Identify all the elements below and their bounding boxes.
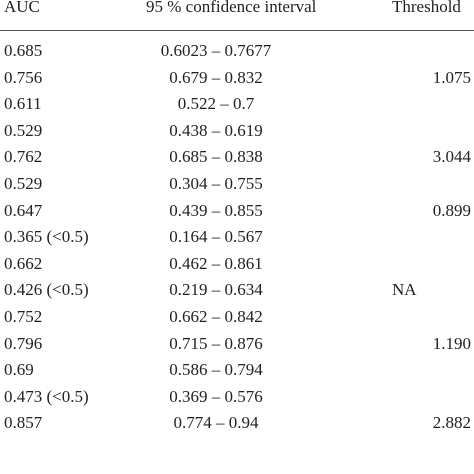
table-row: 0.473 (<0.5) 0.369 – 0.576	[0, 382, 474, 409]
confidence-interval-cell: 0.679 – 0.832	[169, 67, 263, 87]
auc-cell: 0.529	[4, 120, 43, 140]
table-row: 0.647 0.439 – 0.855 0.899	[0, 196, 474, 223]
confidence-interval-cell: 0.304 – 0.755	[169, 173, 263, 193]
confidence-interval-cell: 0.662 – 0.842	[169, 306, 263, 326]
table-row: 0.796 0.715 – 0.876 1.190	[0, 329, 474, 356]
auc-cell: 0.365 (<0.5)	[4, 227, 89, 247]
threshold-cell: 0.899	[432, 200, 471, 220]
confidence-interval-cell: 0.462 – 0.861	[169, 253, 263, 273]
confidence-interval-cell: 0.6023 – 0.7677	[160, 41, 272, 60]
confidence-interval-cell: 0.439 – 0.855	[169, 200, 263, 220]
confidence-interval-cell: 0.438 – 0.619	[169, 120, 263, 140]
auc-cell: 0.69	[4, 360, 34, 380]
auc-cell: 0.426 (<0.5)	[4, 280, 89, 300]
auc-cell: 0.762	[4, 147, 43, 167]
table-row: 0.611 0.522 – 0.7	[0, 89, 474, 116]
confidence-interval-cell: 0.715 – 0.876	[169, 333, 263, 353]
confidence-interval-cell: 0.774 – 0.94	[173, 413, 259, 433]
confidence-interval-cell: 0.219 – 0.634	[169, 280, 263, 300]
table-row: 0.756 0.679 – 0.832 1.075	[0, 63, 474, 90]
threshold-cell: 2.882	[432, 413, 471, 433]
table-body: 0.685 0.6023 – 0.7677 0.756 0.679 – 0.832 1.…	[0, 36, 474, 435]
threshold-cell: 1.190	[432, 333, 471, 353]
table-row: 0.529 0.438 – 0.619	[0, 116, 474, 143]
auc-cell: 0.756	[4, 67, 43, 87]
table-row: 0.529 0.304 – 0.755	[0, 169, 474, 196]
confidence-interval-cell: 0.164 – 0.567	[169, 227, 263, 247]
confidence-interval-cell: 0.685 – 0.838	[169, 147, 263, 167]
auc-cell: 0.685	[4, 41, 43, 60]
auc-cell: 0.752	[4, 306, 43, 326]
header-confidence-interval: 95 % confidence interval	[146, 0, 317, 16]
auc-cell: 0.647	[4, 200, 43, 220]
header-auc: AUC	[4, 0, 40, 16]
confidence-interval-cell: 0.522 – 0.7	[177, 94, 255, 114]
auc-cell: 0.857	[4, 413, 43, 433]
threshold-cell: 1.075	[432, 67, 471, 87]
table-row: 0.685 0.6023 – 0.7677	[0, 36, 474, 63]
threshold-cell: 3.044	[432, 147, 471, 167]
table-row: 0.69 0.586 – 0.794	[0, 355, 474, 382]
table-row: 0.762 0.685 – 0.838 3.044	[0, 142, 474, 169]
header-rule	[0, 30, 474, 31]
auc-cell: 0.611	[4, 94, 42, 114]
table-row: 0.365 (<0.5) 0.164 – 0.567	[0, 222, 474, 249]
auc-cell: 0.473 (<0.5)	[4, 386, 89, 406]
confidence-interval-cell: 0.586 – 0.794	[169, 360, 263, 380]
header-threshold: Threshold	[392, 0, 461, 16]
auc-cell: 0.796	[4, 333, 43, 353]
confidence-interval-cell: 0.369 – 0.576	[169, 386, 263, 406]
table-row: 0.857 0.774 – 0.94 2.882	[0, 408, 474, 435]
auc-cell: 0.529	[4, 173, 43, 193]
table-row: 0.752 0.662 – 0.842	[0, 302, 474, 329]
threshold-cell: NA	[392, 280, 417, 300]
table-row: 0.662 0.462 – 0.861	[0, 249, 474, 276]
auc-cell: 0.662	[4, 253, 43, 273]
table-header-row: AUC 95 % confidence interval Threshold	[0, 0, 474, 23]
table-row: 0.426 (<0.5) 0.219 – 0.634 NA	[0, 275, 474, 302]
